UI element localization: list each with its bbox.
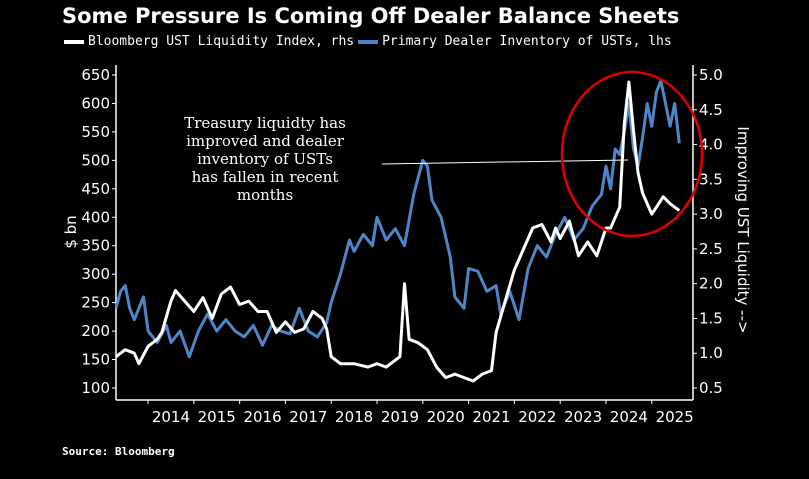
right-tick-label: 4.0 bbox=[699, 136, 723, 154]
annotation-line: Treasury liquidty has bbox=[184, 114, 346, 132]
legend-swatch-blue bbox=[358, 39, 379, 44]
left-tick-label: 650 bbox=[81, 66, 110, 84]
legend-item-liquidity: Bloomberg UST Liquidity Index, rhs bbox=[64, 34, 354, 49]
annotation-pointer bbox=[381, 159, 629, 165]
x-tick-label: 2019 bbox=[381, 408, 419, 426]
left-tick-label: 450 bbox=[81, 180, 110, 198]
x-tick-label: 2020 bbox=[427, 408, 465, 426]
legend: Bloomberg UST Liquidity Index, rhs Prima… bbox=[64, 34, 676, 49]
x-tick-label: 2015 bbox=[198, 408, 236, 426]
annotation-line: has fallen in recent bbox=[192, 168, 339, 186]
tick-labels: 650 600 550 500 450 400 350 300 250 200 150 100 5.0 4… bbox=[62, 66, 752, 426]
x-tick-label: 2024 bbox=[610, 408, 648, 426]
legend-item-inventory: Primary Dealer Inventory of USTs, lhs bbox=[358, 34, 672, 49]
left-tick-label: 300 bbox=[81, 265, 110, 283]
left-tick-label: 100 bbox=[81, 379, 110, 397]
legend-swatch-white bbox=[64, 39, 84, 44]
left-tick-label: 200 bbox=[81, 322, 110, 340]
right-tick-label: 2.0 bbox=[699, 275, 723, 293]
x-tick-label: 2017 bbox=[289, 408, 327, 426]
legend-label-liquidity: Bloomberg UST Liquidity Index, rhs bbox=[88, 34, 355, 49]
right-tick-label: 4.5 bbox=[699, 101, 723, 119]
liquidity-index-line bbox=[115, 80, 681, 383]
highlight-circle bbox=[560, 70, 704, 238]
left-tick-label: 400 bbox=[81, 208, 110, 226]
chart-title: Some Pressure Is Coming Off Dealer Balan… bbox=[62, 4, 680, 28]
left-tick-label: 550 bbox=[81, 123, 110, 141]
right-tick-label: 0.5 bbox=[699, 379, 723, 397]
right-tick-label: 1.0 bbox=[699, 344, 723, 362]
right-tick-label: 5.0 bbox=[699, 66, 723, 84]
left-tick-label: 150 bbox=[81, 351, 110, 369]
right-tick-label: 3.0 bbox=[699, 205, 723, 223]
source-note: Source: Bloomberg bbox=[62, 445, 175, 458]
x-tick-label: 2016 bbox=[243, 408, 281, 426]
left-tick-label: 600 bbox=[81, 94, 110, 112]
x-tick-label: 2023 bbox=[564, 408, 602, 426]
axes bbox=[112, 65, 697, 404]
left-tick-label: 250 bbox=[81, 294, 110, 312]
right-tick-label: 1.5 bbox=[699, 309, 723, 327]
x-tick-label: 2021 bbox=[472, 408, 510, 426]
annotation-line: months bbox=[237, 186, 293, 204]
legend-label-inventory: Primary Dealer Inventory of USTs, lhs bbox=[382, 34, 672, 49]
x-tick-label: 2022 bbox=[518, 408, 556, 426]
y-axis-label-right: Improving UST Liquidity --> bbox=[734, 126, 752, 333]
x-tick-label: 2018 bbox=[335, 408, 373, 426]
left-tick-label: 350 bbox=[81, 237, 110, 255]
y-axis-label-left: $ bn bbox=[62, 215, 80, 248]
annotation-line: inventory of USTs bbox=[197, 150, 333, 168]
x-tick-label: 2014 bbox=[152, 408, 190, 426]
left-tick-label: 500 bbox=[81, 151, 110, 169]
annotation-line: improved and dealer bbox=[186, 132, 345, 150]
x-tick-label: 2025 bbox=[656, 408, 694, 426]
right-tick-label: 2.5 bbox=[699, 240, 723, 258]
right-tick-label: 3.5 bbox=[699, 170, 723, 188]
